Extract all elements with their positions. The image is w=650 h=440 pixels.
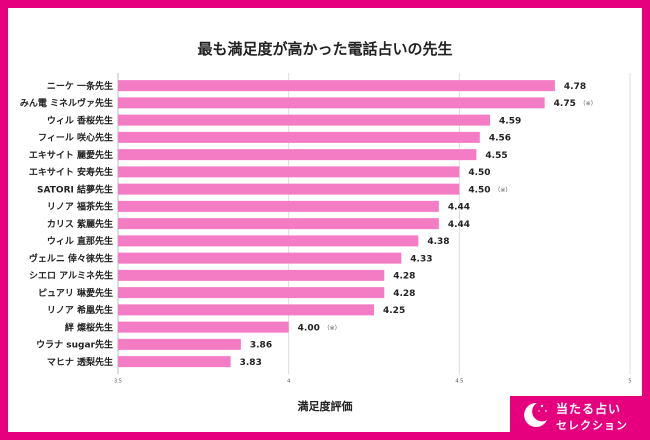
bar [118, 97, 545, 109]
bar [118, 218, 439, 230]
bar [118, 287, 385, 299]
category-label: エキサイト 麗愛先生 [29, 149, 113, 161]
bar [118, 356, 231, 368]
badge-line-2: セレクション [556, 419, 628, 432]
data-label: 4.33 [410, 254, 432, 264]
bar [118, 166, 460, 178]
category-label: リノア 福茶先生 [47, 201, 113, 213]
bar [118, 338, 241, 350]
x-tick-label: 3.5 [114, 378, 122, 384]
brand-badge: 当たる占い セレクション [510, 396, 642, 434]
category-label: エキサイト 安寿先生 [29, 166, 113, 178]
data-label: 4.56 [489, 134, 511, 144]
category-label: カリス 紫麗先生 [47, 218, 113, 230]
data-label: 4.50 [468, 185, 490, 195]
bar [118, 80, 555, 92]
bar [118, 304, 374, 316]
data-label: 4.28 [393, 272, 415, 282]
category-label: ピュアリ 琳愛先生 [38, 287, 113, 299]
data-label: 3.86 [250, 341, 272, 351]
category-label: みん電 ミネルヴァ先生 [20, 97, 113, 109]
x-tick-label: 5 [628, 378, 631, 384]
data-label: 4.75 [554, 99, 576, 109]
data-label: 4.00 [298, 323, 320, 333]
bar [118, 183, 460, 195]
data-label: 3.83 [240, 358, 262, 368]
category-label: ウラナ sugar先生 [36, 339, 113, 351]
data-label: 4.78 [564, 82, 586, 92]
data-label: 4.59 [499, 116, 521, 126]
moon-icon [524, 402, 547, 427]
bar [118, 235, 419, 247]
bar [118, 321, 289, 333]
bar [118, 269, 385, 281]
bar [118, 200, 439, 212]
x-tick-label: 4 [287, 378, 290, 384]
category-label: シエロ アルミネ先生 [29, 270, 113, 282]
category-label: マヒナ 透梨先生 [47, 356, 113, 368]
chart-title: 最も満足度が高かった電話占いの先生 [197, 40, 453, 58]
category-label: ニーケ 一条先生 [47, 80, 113, 92]
category-label: 絆 燦桜先生 [65, 321, 113, 333]
data-label: 4.55 [485, 151, 507, 161]
x-tick-label: 4.5 [455, 378, 463, 384]
data-note: （※） [324, 325, 341, 332]
data-label: 4.44 [448, 203, 470, 213]
data-label: 4.44 [448, 220, 470, 230]
data-note: （※） [494, 187, 511, 194]
category-label: SATORI 結夢先生 [37, 183, 113, 195]
data-label: 4.28 [393, 289, 415, 299]
data-label: 4.25 [383, 306, 405, 316]
x-axis-label: 満足度評価 [297, 400, 353, 413]
badge-line-1: 当たる占い [556, 402, 622, 416]
data-note: （※） [580, 101, 597, 108]
category-label: フィール 咲心先生 [38, 132, 113, 144]
data-label: 4.38 [427, 237, 449, 247]
bar [118, 149, 477, 161]
bar [118, 114, 491, 126]
category-label: リノア 希凰先生 [47, 304, 113, 316]
category-label: ウィル 香桜先生 [47, 114, 113, 126]
bar [118, 131, 480, 143]
data-label: 4.50 [468, 168, 490, 178]
bar [118, 252, 402, 264]
category-label: ヴェルニ 倖々徠先生 [29, 252, 113, 264]
category-label: ウィル 直那先生 [47, 235, 113, 247]
